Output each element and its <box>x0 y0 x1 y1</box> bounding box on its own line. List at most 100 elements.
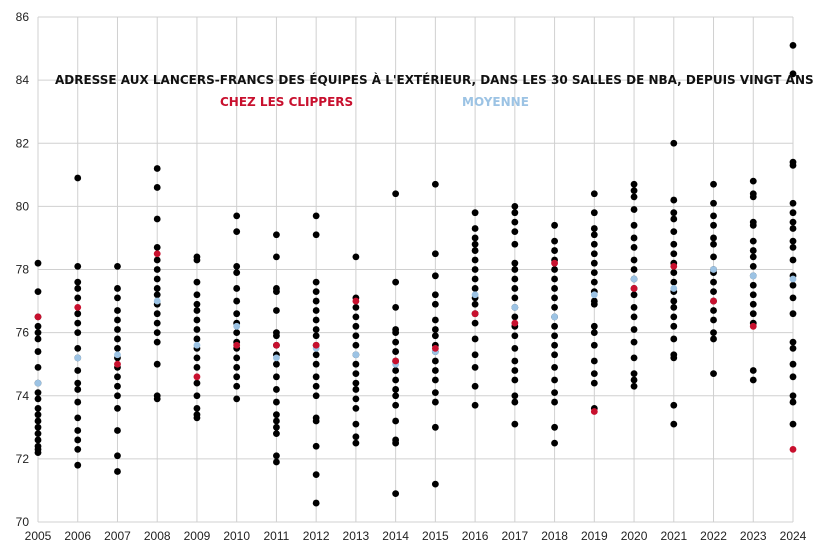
data-point <box>153 256 161 264</box>
data-point <box>590 379 598 387</box>
data-point <box>233 363 241 371</box>
clippers-point <box>789 446 797 453</box>
average-point <box>34 379 42 387</box>
average-point <box>551 313 558 321</box>
data-point <box>352 253 360 261</box>
average-point <box>630 275 638 283</box>
average-point <box>74 354 82 362</box>
x-axis: 2005 2006 2007 2008 2009 2010 2011 2012 2013 2014… <box>25 529 807 543</box>
data-point <box>471 351 479 359</box>
data-point <box>193 300 201 308</box>
data-point <box>551 351 558 359</box>
data-point <box>392 190 400 198</box>
data-point <box>114 294 121 302</box>
data-point <box>749 177 757 185</box>
data-point <box>312 332 320 340</box>
data-point <box>551 376 558 384</box>
data-point <box>630 266 638 273</box>
data-point <box>630 244 638 251</box>
data-point <box>431 250 439 258</box>
data-point <box>352 332 360 340</box>
data-point <box>630 382 638 390</box>
data-point <box>670 240 678 248</box>
data-point <box>74 345 82 352</box>
data-point <box>233 285 241 292</box>
x-tick-label: 2018 <box>541 529 568 543</box>
data-point <box>590 300 598 308</box>
data-point <box>511 367 519 374</box>
data-point <box>511 332 519 340</box>
data-point <box>352 439 360 447</box>
data-point <box>670 215 678 223</box>
data-point <box>233 269 241 277</box>
data-point <box>511 345 519 352</box>
data-point <box>630 303 638 311</box>
data-point <box>114 262 121 270</box>
data-point <box>630 354 638 362</box>
data-point <box>471 319 479 327</box>
data-point <box>590 250 598 258</box>
data-point <box>749 193 757 201</box>
data-point <box>551 341 558 349</box>
data-point <box>34 288 42 295</box>
average-point <box>789 275 797 283</box>
data-point <box>551 322 558 330</box>
data-point <box>153 310 161 318</box>
data-point <box>431 300 439 308</box>
data-point <box>590 225 598 232</box>
y-tick-label: 76 <box>16 326 30 340</box>
average-point <box>471 291 479 299</box>
data-point <box>233 228 241 236</box>
data-point <box>153 285 161 292</box>
data-point <box>630 193 638 201</box>
data-point <box>153 360 161 368</box>
clippers-point <box>312 341 320 349</box>
data-point <box>789 237 797 245</box>
data-point <box>590 209 598 217</box>
data-point <box>114 316 121 324</box>
average-point <box>114 351 121 359</box>
average-point <box>670 285 678 292</box>
data-point <box>193 404 201 412</box>
data-point <box>551 247 558 254</box>
data-point <box>233 354 241 362</box>
data-point <box>749 367 757 374</box>
data-point <box>273 398 280 406</box>
data-point <box>630 376 638 384</box>
data-point <box>312 326 320 333</box>
data-point <box>630 291 638 299</box>
data-point <box>789 392 797 400</box>
data-point <box>471 266 479 273</box>
data-point <box>312 278 320 286</box>
data-point <box>273 288 280 295</box>
data-point <box>511 259 519 267</box>
data-point <box>34 335 42 343</box>
data-point <box>74 386 82 393</box>
data-point <box>34 449 42 456</box>
data-point <box>431 376 439 384</box>
data-point <box>392 348 400 355</box>
data-point <box>789 294 797 302</box>
data-point <box>590 370 598 378</box>
data-point <box>114 382 121 390</box>
data-point <box>630 256 638 264</box>
data-point <box>34 363 42 371</box>
data-point <box>511 275 519 283</box>
data-point <box>511 357 519 365</box>
data-point <box>710 278 717 286</box>
data-point <box>511 285 519 292</box>
data-point <box>670 297 678 305</box>
y-axis: 70 72 74 76 78 80 82 84 86 <box>16 10 30 529</box>
data-point <box>153 165 161 172</box>
data-point <box>670 303 678 311</box>
data-point <box>710 180 717 188</box>
data-point <box>511 376 519 384</box>
data-point <box>153 291 161 299</box>
data-point <box>273 458 280 466</box>
y-tick-label: 72 <box>16 452 30 466</box>
average-point <box>273 354 280 362</box>
data-point <box>74 461 82 469</box>
clippers-point <box>352 297 360 305</box>
data-point <box>392 386 400 393</box>
data-point <box>312 212 320 220</box>
